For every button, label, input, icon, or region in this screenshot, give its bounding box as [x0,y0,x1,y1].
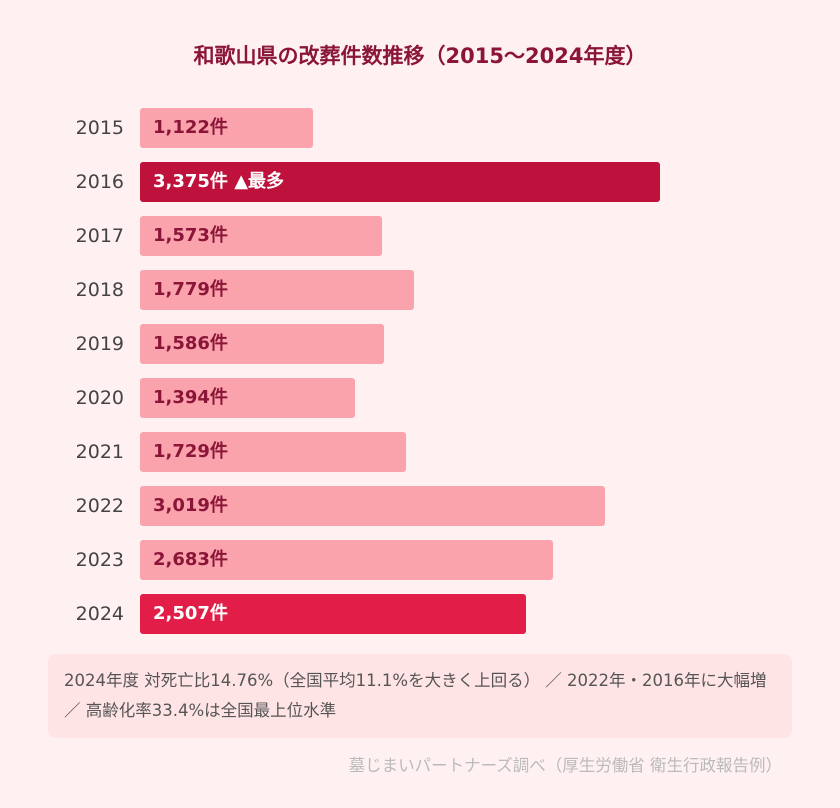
year-label: 2018 [75,279,124,301]
bar-row: 2023 2,683件 [0,540,840,580]
year-label: 2020 [75,387,124,409]
data-label: 3,375件 ▲最多 [153,171,285,192]
bar: 1,779件 [140,270,415,310]
bar: 1,394件 [140,378,355,418]
bar: 1,586件 [140,324,385,364]
year-label: 2016 [75,171,124,193]
bar: 2,507件 [140,594,527,634]
bar: 3,375件 ▲最多 [140,162,660,202]
year-label: 2017 [75,225,124,247]
bar-row: 2018 1,779件 [0,270,840,310]
data-label: 2,683件 [153,549,228,570]
year-label: 2021 [75,441,124,463]
data-label: 1,122件 [153,117,228,138]
data-label: 1,586件 [153,333,228,354]
bar: 1,729件 [140,432,407,472]
bar-row: 2021 1,729件 [0,432,840,472]
data-label: 1,729件 [153,441,228,462]
year-label: 2015 [75,117,124,139]
bar-row: 2017 1,573件 [0,216,840,256]
bar-row: 2015 1,122件 [0,108,840,148]
year-label: 2023 [75,549,124,571]
year-label: 2022 [75,495,124,517]
bar: 3,019件 [140,486,606,526]
data-label: 1,573件 [153,225,228,246]
bar-row: 2019 1,586件 [0,324,840,364]
bar-row: 2024 2,507件 [0,594,840,634]
data-label: 3,019件 [153,495,228,516]
data-label: 2,507件 [153,603,228,624]
bar: 1,122件 [140,108,313,148]
data-label: 1,779件 [153,279,228,300]
chart-title: 和歌山県の改葬件数推移（2015〜2024年度） [193,44,647,68]
bar-row: 2016 3,375件 ▲最多 [0,162,840,202]
bar-row: 2022 3,019件 [0,486,840,526]
data-label: 1,394件 [153,387,228,408]
summary-note: 2024年度 対死亡比14.76%（全国平均11.1%を大きく上回る） ／ 20… [48,654,792,738]
bar-row: 2020 1,394件 [0,378,840,418]
source-credit: 墓じまいパートナーズ調べ（厚生労働省 衛生行政報告例） [348,756,782,775]
year-label: 2019 [75,333,124,355]
bar: 2,683件 [140,540,554,580]
bar: 1,573件 [140,216,383,256]
year-label: 2024 [75,603,124,625]
